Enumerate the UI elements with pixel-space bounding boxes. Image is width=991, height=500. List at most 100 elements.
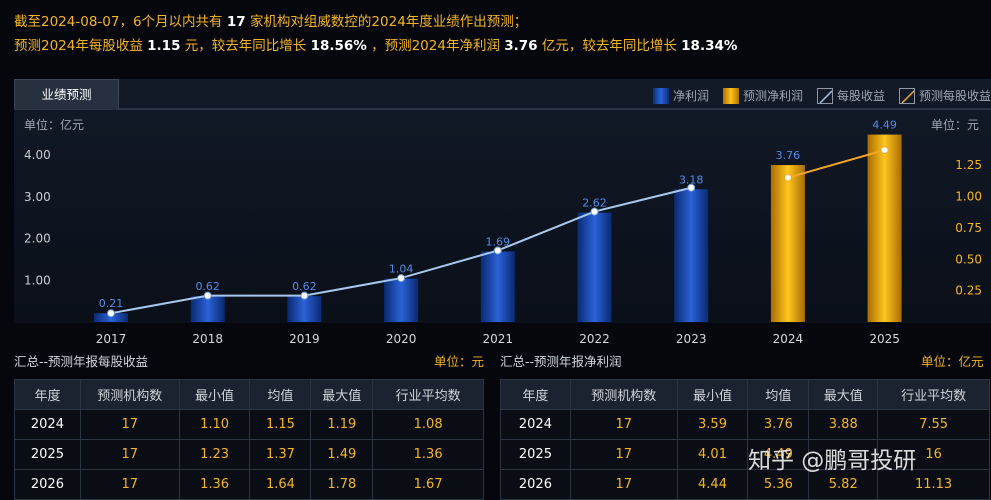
eps-point: [397, 274, 406, 283]
bar-data-label: 0.21: [99, 297, 124, 310]
bar-data-label: 1.04: [389, 263, 414, 276]
table-cell: 5.82: [808, 469, 879, 500]
summary-text: 亿元，较去年同比增长: [541, 38, 677, 54]
watermark: 知乎 @鹏哥投研: [748, 448, 917, 474]
summary-text: 元，较去年同比增长: [184, 38, 307, 54]
table-cell: 3.59: [676, 409, 749, 440]
eps-point: [300, 291, 309, 300]
table-cell: 2026: [14, 469, 81, 500]
line-swatch-icon: [816, 87, 833, 104]
table-cell: 1.10: [178, 409, 251, 440]
column-header: 最大值: [808, 379, 879, 410]
forecast-eps-value: 1.15: [147, 38, 181, 54]
legend-label: 净利润: [672, 89, 709, 103]
forecast-eps-point: [880, 146, 889, 155]
legend-eps[interactable]: 每股收益: [816, 87, 885, 104]
right-axis-tick: 1.25: [955, 158, 982, 172]
left-axis-tick: 3.00: [24, 190, 51, 204]
bar-data-label: 1.69: [486, 235, 511, 248]
x-axis-tick: 2017: [96, 332, 127, 346]
column-header: 均值: [747, 379, 810, 410]
table-row: 2024 17 1.10 1.15 1.19 1.08: [14, 409, 484, 440]
column-header: 最小值: [178, 379, 251, 410]
legend-label: 预测每股收益: [918, 89, 991, 103]
table-cell: 3.88: [808, 409, 879, 440]
net-profit-bar: [94, 313, 128, 322]
eps-point: [493, 246, 502, 255]
x-axis-tick: 2022: [579, 332, 610, 346]
summary-line-2: 预测2024年每股收益 1.15 元，较去年同比增长 18.56% ，预测202…: [14, 34, 979, 58]
legend-label: 预测净利润: [742, 89, 803, 103]
table-header-row: 年度 预测机构数 最小值 均值 最大值 行业平均数: [500, 379, 990, 410]
bar-data-label: 0.62: [195, 280, 220, 293]
table-cell: 16: [877, 439, 990, 470]
net-profit-bar: [577, 212, 612, 322]
legend-forecast-eps[interactable]: 预测每股收益: [898, 87, 991, 104]
table-cell: 2025: [14, 439, 81, 470]
table-cell: 17: [79, 409, 180, 440]
blue-bar-swatch-icon: [652, 87, 669, 104]
legend-label: 每股收益: [836, 89, 885, 103]
table-cell: 1.36: [372, 439, 484, 470]
tab-forecast[interactable]: 业绩预测: [14, 79, 119, 109]
table-cell: 17: [569, 469, 678, 500]
left-axis-unit: 单位：亿元: [24, 118, 85, 132]
summary-text: 预测2024年每股收益: [14, 38, 143, 54]
table-cell: 1.67: [372, 469, 484, 500]
bar-data-label: 4.49: [872, 119, 897, 132]
table-cell: 11.13: [877, 469, 990, 500]
table-cell: 5.36: [747, 469, 810, 500]
x-axis-tick: 2023: [676, 332, 707, 346]
summary-text: 家机构对组威数控的2024年度业绩作出预测；: [249, 14, 528, 30]
legend-net-profit[interactable]: 净利润: [652, 87, 709, 104]
table-cell: 1.49: [310, 439, 374, 470]
gold-bar-swatch-icon: [722, 87, 739, 104]
summary-text: 截至2024-08-07，6个月以内共有: [14, 14, 223, 30]
table-cell: 4.44: [676, 469, 749, 500]
profit-forecast-table: 年度 预测机构数 最小值 均值 最大值 行业平均数 2024 17 3.59 3.76 3.88 7.…: [500, 379, 990, 500]
table-cell: 1.36: [178, 469, 251, 500]
forecast-chart: 1.00 2.00 3.00 4.00 0.25 0.50 0.75 1.00 1.25 0.21…: [24, 119, 982, 346]
table-cell: 1.37: [249, 439, 312, 470]
eps-section-title: 汇总--预测年报每股收益: [14, 354, 149, 369]
column-header: 最大值: [310, 379, 374, 410]
x-axis-tick: 2019: [289, 332, 320, 346]
summary-header: 截至2024-08-07，6个月以内共有 17 家机构对组威数控的2024年度业…: [14, 10, 979, 58]
forecast-net-profit-bar: [867, 134, 902, 322]
bar-data-label: 3.18: [679, 173, 704, 186]
forecast-eps-line: [787, 149, 885, 179]
forecast-eps-point: [783, 173, 792, 182]
eps-point: [687, 183, 696, 192]
net-profit-bar: [674, 189, 709, 322]
table-cell: 2024: [14, 409, 81, 440]
table-cell: 1.64: [249, 469, 312, 500]
net-profit-bar: [287, 296, 322, 322]
eps-point: [590, 207, 599, 216]
table-cell: 2024: [500, 409, 571, 440]
table-row: 2026 17 1.36 1.64 1.78 1.67: [14, 469, 484, 500]
eps-point: [107, 309, 115, 318]
table-cell: 17: [569, 439, 678, 470]
x-axis-tick: 2024: [773, 332, 804, 346]
column-header: 均值: [249, 379, 312, 410]
x-axis-tick: 2021: [483, 332, 514, 346]
table-cell: 1.23: [178, 439, 251, 470]
forecast-profit-value: 3.76: [504, 38, 538, 54]
right-axis-tick: 1.00: [955, 190, 982, 204]
tab-divider: [14, 108, 991, 110]
x-axis-tick: 2018: [192, 332, 223, 346]
table-cell: 17: [79, 469, 180, 500]
net-profit-bar: [384, 278, 419, 322]
eps-growth-value: 18.56%: [310, 38, 367, 54]
legend-forecast-net-profit[interactable]: 预测净利润: [722, 87, 803, 104]
column-header: 预测机构数: [569, 379, 678, 410]
table-row: 2025 17 1.23 1.37 1.49 1.36: [14, 439, 484, 470]
profit-section-unit: 单位：亿元: [921, 354, 984, 369]
table-cell: 17: [79, 439, 180, 470]
x-axis-tick: 2020: [386, 332, 417, 346]
profit-growth-value: 18.34%: [681, 38, 738, 54]
forecast-line-swatch-icon: [898, 87, 915, 104]
table-cell: 7.55: [877, 409, 990, 440]
bar-data-label: 2.62: [582, 197, 607, 210]
table-cell: 1.08: [372, 409, 484, 440]
